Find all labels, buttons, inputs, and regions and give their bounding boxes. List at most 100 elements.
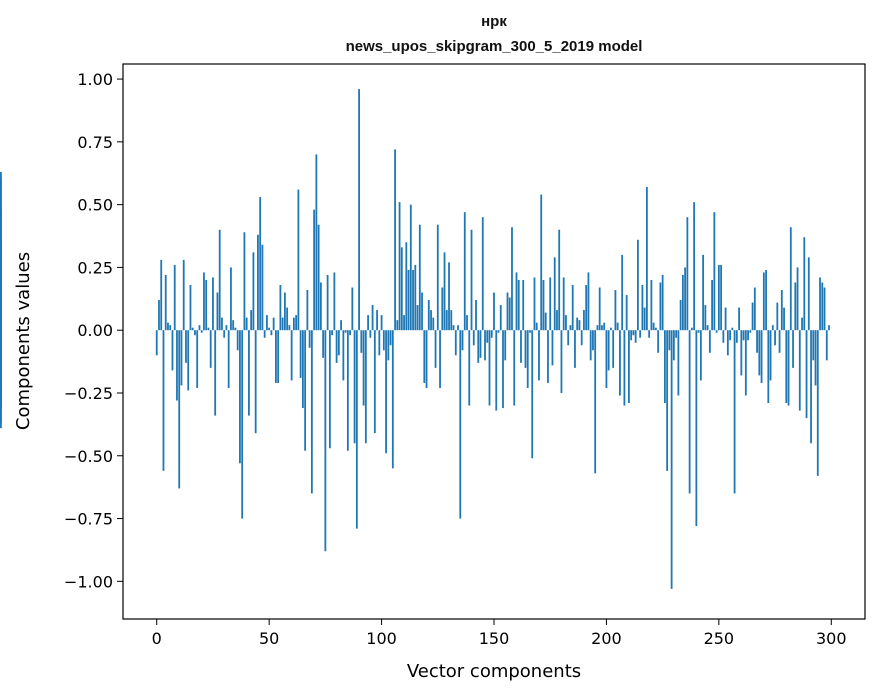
bar (580, 330, 583, 346)
bar (387, 330, 390, 361)
bar (574, 330, 576, 368)
bar (693, 202, 696, 331)
bar (164, 274, 167, 331)
bar (178, 330, 181, 489)
bar (221, 317, 223, 331)
bar (182, 259, 185, 331)
bar (421, 292, 423, 331)
bar (281, 317, 284, 331)
bar (578, 320, 581, 331)
bar (549, 277, 552, 331)
chart-title: нрк (481, 13, 507, 30)
bar (223, 330, 226, 338)
bar (632, 330, 635, 336)
bar (569, 325, 572, 331)
bar (816, 330, 819, 476)
bar (702, 254, 705, 331)
bar (158, 300, 160, 331)
y-tick-label: −0.25 (64, 384, 113, 403)
bar (767, 330, 770, 404)
bar (821, 282, 824, 331)
bar (468, 330, 471, 406)
bar (394, 149, 396, 331)
bar (212, 277, 214, 331)
bar (324, 330, 327, 552)
bar (173, 264, 176, 331)
bar (340, 320, 342, 331)
bar (227, 330, 230, 388)
bar (587, 272, 590, 331)
bar (499, 305, 502, 331)
bar (497, 330, 500, 333)
bar (542, 279, 545, 331)
bar (825, 330, 828, 361)
bar (461, 330, 464, 351)
bar (353, 330, 356, 444)
bar (160, 259, 163, 331)
bar (250, 310, 253, 331)
bar (418, 224, 421, 331)
bar (659, 282, 662, 331)
bar (328, 330, 331, 449)
bar (371, 305, 374, 331)
bar (439, 330, 441, 388)
bar (427, 300, 430, 331)
bar (643, 307, 646, 331)
bar (452, 325, 455, 331)
bar (245, 317, 248, 331)
bar (744, 330, 747, 396)
y-tick-label: 0.25 (77, 258, 113, 277)
bar (513, 330, 516, 406)
bar (652, 322, 655, 331)
bar (747, 330, 749, 341)
y-tick-label: −0.75 (64, 510, 113, 529)
bar (704, 305, 707, 331)
bar (738, 307, 740, 331)
bar (785, 330, 788, 404)
bar (263, 330, 266, 338)
bar (798, 330, 801, 411)
y-tick-label: 0.50 (77, 196, 113, 215)
x-axis-ticks: 0 50 100 150 200 250 300 (152, 619, 847, 648)
bar (367, 315, 369, 331)
bar (484, 330, 486, 361)
bar (625, 295, 628, 331)
bar (479, 330, 482, 358)
bar (189, 285, 192, 331)
bar (315, 154, 318, 331)
bar (155, 330, 158, 356)
bar (477, 330, 480, 363)
bar (697, 330, 700, 333)
bar (272, 317, 275, 331)
y-tick-label: 1.00 (77, 70, 113, 89)
bar (450, 310, 453, 331)
bar (369, 330, 372, 338)
bar (522, 279, 525, 331)
bar (562, 277, 565, 331)
bar (209, 330, 212, 368)
bar (203, 272, 205, 331)
bar (713, 212, 716, 331)
y-tick-label: −0.50 (64, 447, 113, 466)
bar (794, 282, 797, 331)
chart-subtitle: news_upos_skipgram_300_5_2019 model (346, 38, 643, 55)
bar (225, 325, 228, 331)
bar (740, 330, 743, 376)
bar (540, 194, 543, 331)
bar (706, 325, 709, 331)
bar (425, 330, 428, 388)
bar (268, 327, 271, 331)
bar (596, 325, 599, 331)
bar (239, 330, 241, 464)
bar (805, 330, 808, 419)
bar (603, 322, 606, 331)
bar (648, 330, 651, 338)
bar (0, 330, 2, 391)
bar (742, 330, 745, 341)
bar (430, 310, 432, 331)
bar (313, 209, 316, 331)
bar (583, 310, 585, 331)
bar (556, 310, 558, 331)
bar (675, 330, 678, 338)
